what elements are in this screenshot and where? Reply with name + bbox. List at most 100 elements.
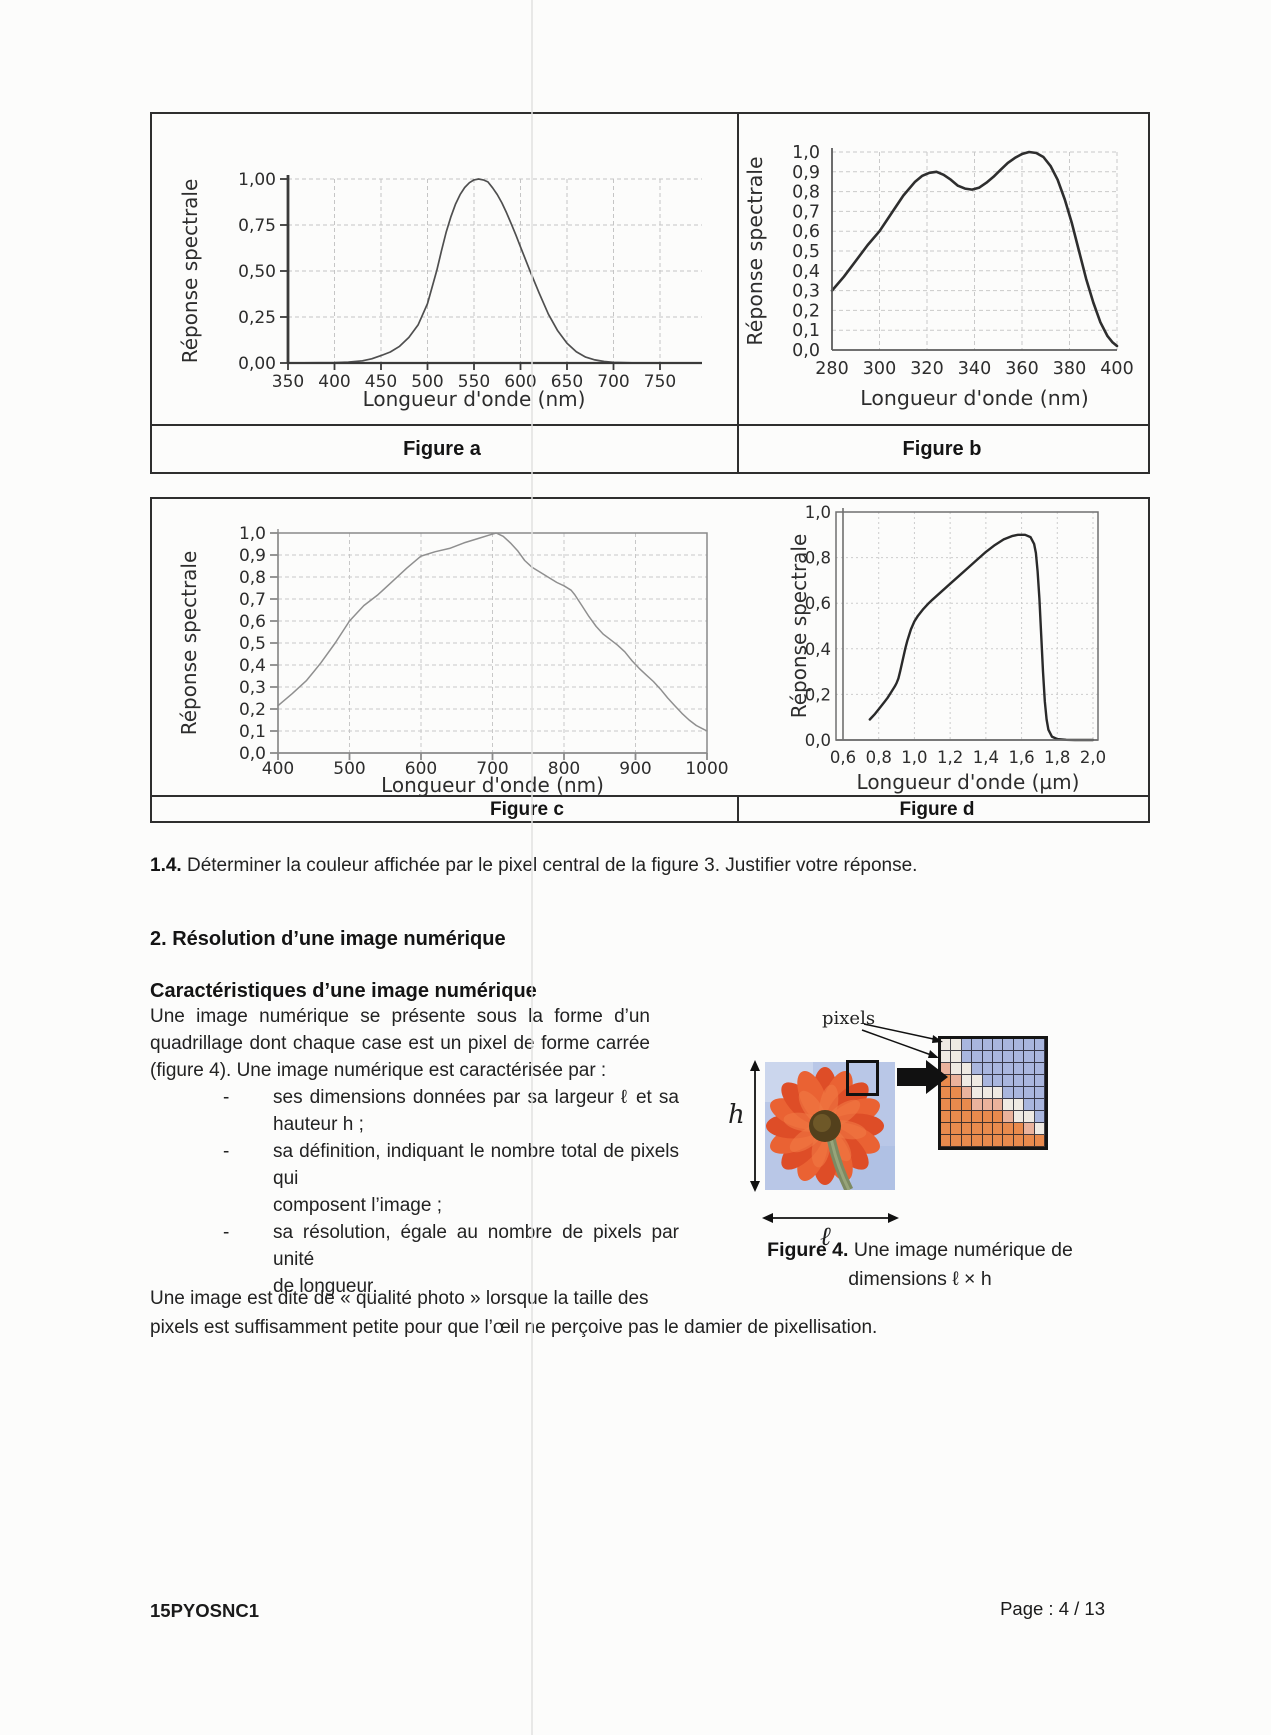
pixel-cell [1024,1039,1035,1051]
svg-text:0,25: 0,25 [238,308,276,328]
pixel-cell [941,1111,952,1123]
list-item: - sa définition, indiquant le nombre tot… [150,1138,679,1219]
scan-fold-line [531,0,533,1735]
paragraph-line: pixels est suffisamment petite pour que … [150,1317,878,1338]
svg-text:Longueur d'onde (µm): Longueur d'onde (µm) [857,770,1080,794]
pixel-cell [992,1111,1004,1123]
svg-text:0,2: 0,2 [792,301,820,321]
figure-a-caption: Figure a [403,438,481,460]
pixel-cell [982,1051,993,1063]
figure-d-chart: 0,6 0,8 1,0 1,2 1,4 1,6 1,8 2,0 0,0 0,2 0,4 0,6 0,8 1… [787,503,1106,794]
photo-quality-paragraph: Une image est dite de « qualité photo » … [150,1284,1160,1342]
svg-text:0,9: 0,9 [239,546,266,566]
figure-cd-caption-separator [152,795,1148,797]
svg-text:0,00: 0,00 [238,354,276,374]
pixels-label: pixels [822,1008,876,1029]
svg-text:0,9: 0,9 [792,163,820,183]
pixel-cell [951,1063,962,1075]
svg-text:1,4: 1,4 [973,748,999,767]
pixel-cell [982,1087,993,1099]
svg-text:Réponse spectrale: Réponse spectrale [787,534,811,719]
svg-text:500: 500 [333,759,365,779]
svg-text:400: 400 [1100,359,1133,379]
characteristics-list: - ses dimensions données par sa largeur … [150,1084,679,1300]
bullet-line: sa définition, indiquant le nombre total… [273,1141,679,1189]
section-2-subheading: Caractéristiques d’une image numérique [150,980,537,1002]
pixel-cell [1013,1111,1025,1123]
svg-text:Longueur d'onde (nm): Longueur d'onde (nm) [363,387,586,411]
svg-text:350: 350 [272,372,304,392]
pixel-cell [1013,1051,1025,1063]
pixel-cell [941,1123,952,1135]
pixel-cell [1013,1123,1025,1135]
page-number: Page : 4 / 13 [1000,1598,1105,1619]
svg-text:360: 360 [1005,359,1038,379]
pixel-cell [1034,1099,1045,1111]
svg-text:1000: 1000 [685,759,728,779]
svg-text:700: 700 [476,759,508,779]
svg-text:750: 750 [644,372,676,392]
paragraph-line: Une image numérique se présente sous la … [150,1006,650,1027]
svg-text:280: 280 [815,359,848,379]
pixel-cell [972,1123,983,1135]
svg-text:1,0: 1,0 [805,503,831,522]
pixel-cell [1003,1099,1014,1111]
svg-text:0,0: 0,0 [239,744,266,764]
svg-text:500: 500 [411,372,443,392]
pixel-cell [1003,1135,1014,1147]
pixel-cell [1024,1051,1035,1063]
pixel-cell [972,1099,983,1111]
svg-text:0,5: 0,5 [239,634,266,654]
pixel-cell [992,1051,1004,1063]
figure-b-chart: 280 300 320 340 360 380 4000,00,10,20,30,40,50… [743,143,1134,410]
pixel-cell [941,1075,952,1087]
svg-text:0,2: 0,2 [805,685,831,704]
bullet-line: de longueur. [273,1276,378,1297]
svg-text:340: 340 [958,359,991,379]
svg-text:0,8: 0,8 [792,183,820,203]
bullet-line: hauteur h ; [273,1114,364,1135]
figure-b-caption: Figure b [902,438,982,460]
pixel-cell [992,1039,1004,1051]
question-1-4-text: Déterminer la couleur affichée par le pi… [181,855,918,876]
paragraph-line: (figure 4). Une image numérique est cara… [150,1060,607,1081]
pixel-cell [1003,1075,1014,1087]
list-item: - sa résolution, égale au nombre de pixe… [150,1219,679,1300]
svg-text:0,75: 0,75 [238,216,276,236]
pixel-cell [1034,1111,1045,1123]
figure-4-caption-text: Une image numérique de [848,1239,1073,1261]
svg-text:0,0: 0,0 [805,731,831,750]
bullet-dash: - [223,1222,230,1243]
svg-text:0,7: 0,7 [239,590,266,610]
pixel-cell [982,1099,993,1111]
list-item: - ses dimensions données par sa largeur … [150,1084,679,1138]
svg-text:600: 600 [504,372,536,392]
pixel-cell [961,1051,973,1063]
figure-ab-box: Figure a Figure b [150,112,1150,474]
pixel-cell [1024,1111,1035,1123]
pixel-cell [951,1051,962,1063]
pixel-cell [982,1075,993,1087]
section-2-paragraph: Une image numérique se présente sous la … [150,1003,650,1084]
pixel-cell [941,1099,952,1111]
pixel-zoom-selection-square [846,1060,879,1096]
figure-c-chart: 400 500 600 700 800 900 1000 0,00,10,20,30,40,5… [177,524,729,795]
pixel-cell [1013,1087,1025,1099]
document-code: 15PYOSNC1 [150,1600,259,1621]
svg-text:0,0: 0,0 [792,341,820,361]
pixel-cell [1013,1039,1025,1051]
svg-text:400: 400 [262,759,294,779]
svg-text:0,3: 0,3 [239,678,266,698]
svg-text:1,0: 1,0 [239,524,266,544]
figure-cd-box: Figure c Figure d [150,497,1150,823]
pixel-cell [1013,1063,1025,1075]
svg-text:1,0: 1,0 [901,748,927,767]
pixel-cell [982,1111,993,1123]
svg-text:0,3: 0,3 [792,282,820,302]
pixel-cell [972,1051,983,1063]
pixel-cell [951,1135,962,1147]
paragraph-line: Une image est dite de « qualité photo » … [150,1288,649,1309]
svg-text:0,4: 0,4 [805,640,831,659]
paragraph-line: quadrillage dont chaque case est un pixe… [150,1033,650,1054]
